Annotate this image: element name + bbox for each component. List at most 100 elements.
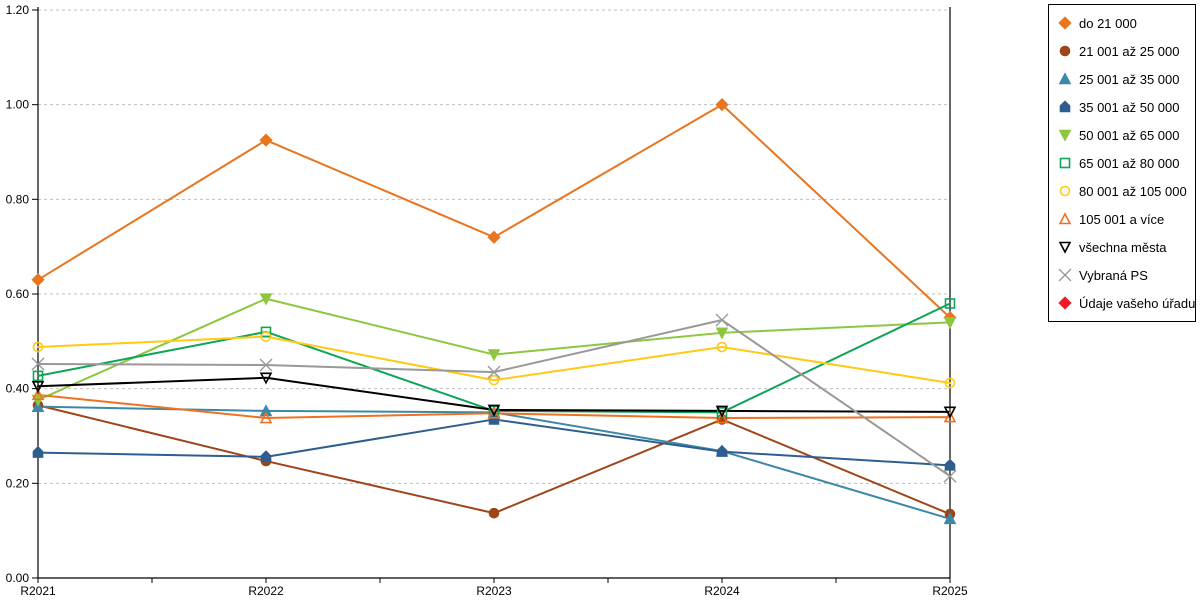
legend-item[interactable]: všechna města: [1057, 233, 1189, 261]
legend-marker-shape: [1058, 129, 1072, 142]
y-axis-label: 0.80: [6, 192, 30, 206]
triangle-up-legend-marker-icon: [1058, 72, 1072, 85]
legend-marker-shape: [1058, 16, 1072, 30]
x-axis-label: R2025: [932, 584, 968, 598]
legend-marker-shape: [1058, 268, 1072, 282]
data-point-marker: [715, 313, 729, 327]
data-point-marker: [487, 230, 501, 244]
data-point-marker: [31, 357, 45, 371]
series-line: [37, 335, 951, 384]
legend-item[interactable]: Údaje vašeho úřadu: [1057, 289, 1195, 317]
legend-item[interactable]: do 21 000: [1057, 9, 1189, 37]
data-point-marker: [943, 317, 957, 330]
data-point-marker: [715, 405, 729, 418]
data-point-marker: [715, 327, 729, 340]
legend-item[interactable]: Vybraná PS: [1057, 261, 1189, 289]
data-point-marker: [259, 372, 273, 385]
legend-label: 50 001 až 65 000: [1079, 127, 1180, 143]
data-point-marker: [31, 273, 45, 287]
x-axis-label: R2022: [248, 584, 284, 598]
series-line: [37, 418, 951, 467]
square-legend-marker-icon: [1059, 157, 1071, 169]
data-point-marker: [944, 458, 956, 471]
y-axis-label: 1.00: [6, 98, 30, 112]
legend-label: Vybraná PS: [1079, 267, 1148, 283]
legend-item[interactable]: 21 001 až 25 000: [1057, 37, 1189, 65]
data-point-marker: [487, 406, 501, 419]
y-axis-label: 0.60: [6, 287, 30, 301]
data-point-marker: [716, 444, 728, 457]
data-point-marker: [31, 388, 45, 401]
data-point-marker: [487, 365, 501, 379]
series-line: [37, 319, 951, 478]
legend-item[interactable]: 80 001 až 105 000: [1057, 177, 1189, 205]
data-point-marker: [943, 469, 957, 483]
circle-legend-marker-icon: [1059, 185, 1071, 197]
legend-item[interactable]: 105 001 a více: [1057, 205, 1189, 233]
legend-label: 35 001 až 50 000: [1079, 99, 1180, 115]
x-axis-label: R2023: [476, 584, 512, 598]
legend-label: 80 001 až 105 000: [1079, 183, 1187, 199]
y-axis-label: 0.20: [6, 476, 30, 490]
y-axis-label: 0.40: [6, 382, 30, 396]
data-point-marker: [260, 326, 272, 338]
y-axis-label: 0.00: [6, 571, 30, 585]
data-point-marker: [32, 341, 44, 353]
data-point-marker: [259, 358, 273, 372]
data-point-marker: [31, 381, 45, 394]
series-line: [37, 103, 951, 319]
data-point-marker: [488, 507, 500, 519]
triangle-up-legend-marker-icon: [1058, 212, 1072, 225]
data-point-marker: [715, 98, 729, 112]
triangle-down-legend-marker-icon: [1058, 129, 1072, 142]
data-point-marker: [259, 404, 273, 417]
data-point-marker: [487, 404, 501, 417]
legend-marker-shape: [1059, 157, 1071, 169]
legend-marker-shape: [1058, 72, 1072, 85]
legend-marker-shape: [1059, 45, 1071, 57]
x-axis-label: R2024: [704, 584, 740, 598]
legend-marker-shape: [1059, 185, 1071, 197]
legend-label: 65 001 až 80 000: [1079, 155, 1180, 171]
legend-marker-shape: [1058, 296, 1072, 310]
data-point-marker: [715, 411, 729, 424]
data-point-marker: [259, 133, 273, 147]
data-point-marker: [260, 331, 272, 342]
legend-item[interactable]: 35 001 až 50 000: [1057, 93, 1189, 121]
x-axis-label: R2021: [20, 584, 56, 598]
y-axis-label: 1.20: [6, 3, 30, 17]
diamond-legend-marker-icon: [1058, 296, 1072, 310]
legend-label: 25 001 až 35 000: [1079, 71, 1180, 87]
legend-marker-shape: [1058, 241, 1072, 254]
data-point-marker: [943, 410, 957, 423]
data-point-marker: [488, 374, 500, 386]
data-point-marker: [943, 512, 957, 525]
legend-item[interactable]: 65 001 až 80 000: [1057, 149, 1189, 177]
pentagon-legend-marker-icon: [1059, 100, 1071, 113]
data-point-marker: [260, 450, 272, 463]
data-point-marker: [487, 349, 501, 362]
legend-item[interactable]: 50 001 až 65 000: [1057, 121, 1189, 149]
legend-label: Údaje vašeho úřadu: [1079, 295, 1196, 311]
x-legend-marker-icon: [1058, 268, 1072, 282]
data-point-marker: [31, 394, 45, 407]
legend-label: do 21 000: [1079, 15, 1137, 31]
legend-item[interactable]: 25 001 až 35 000: [1057, 65, 1189, 93]
legend-marker-shape: [1058, 212, 1072, 225]
data-point-marker: [944, 377, 956, 389]
data-point-marker: [716, 341, 728, 353]
data-point-marker: [259, 293, 273, 306]
legend-label: 21 001 až 25 000: [1079, 43, 1180, 59]
legend-marker-shape: [1059, 100, 1071, 113]
data-point-marker: [943, 406, 957, 419]
circle-legend-marker-icon: [1059, 45, 1071, 57]
data-point-marker: [32, 445, 44, 458]
legend: do 21 000 21 001 až 25 000 25 001 až 35 00…: [1048, 4, 1196, 322]
data-point-marker: [259, 411, 273, 424]
legend-label: 105 001 a více: [1079, 211, 1165, 227]
triangle-down-legend-marker-icon: [1058, 241, 1072, 254]
data-point-marker: [32, 370, 44, 382]
legend-label: všechna města: [1079, 239, 1167, 255]
diamond-legend-marker-icon: [1058, 16, 1072, 30]
